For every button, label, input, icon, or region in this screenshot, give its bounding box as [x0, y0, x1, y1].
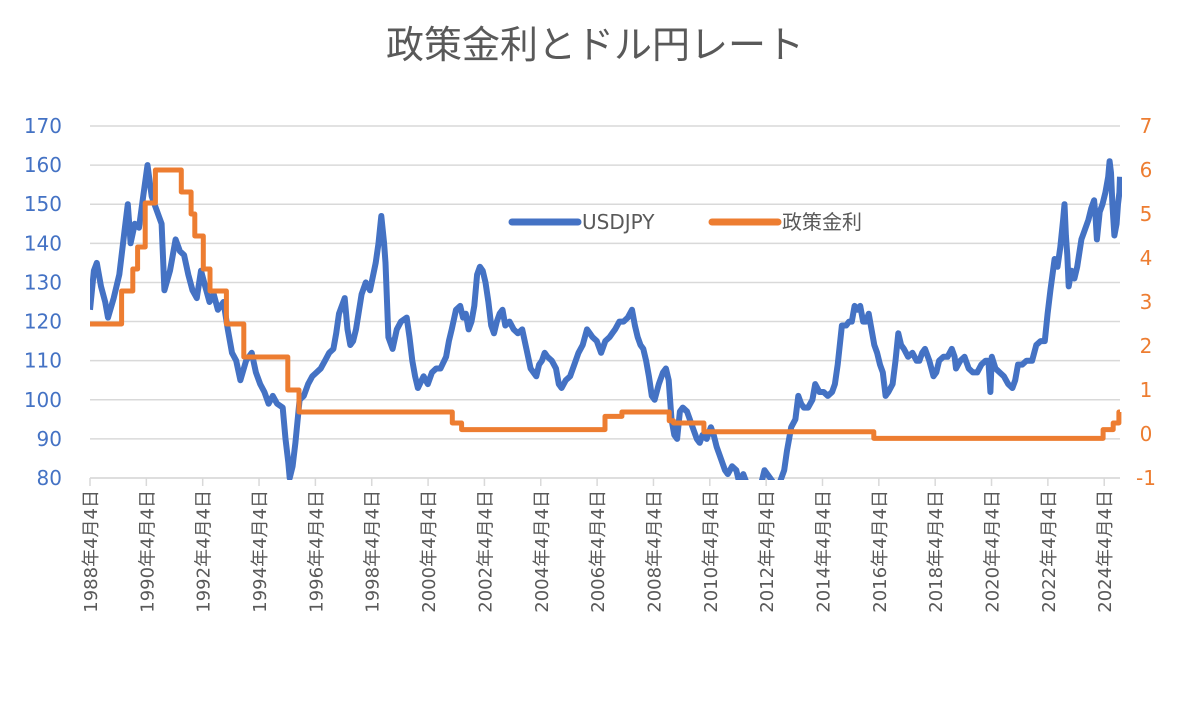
legend-label-usdjpy: USDJPY — [582, 210, 655, 234]
x-tick-label: 2020年4月4日 — [983, 490, 1004, 613]
x-axis: 1988年4月4日 1990年4月4日 1992年4月4日 1994年4月4日 1996… — [81, 477, 1120, 613]
x-tick-label: 2006年4月4日 — [588, 490, 609, 613]
y-axis-left: 80 90 100 110 120 130 140 150 160 170 — [24, 114, 62, 490]
x-tick-label: 1988年4月4日 — [81, 490, 102, 613]
x-tick-label: 2008年4月4日 — [644, 490, 665, 613]
y-right-tick-label: -1 — [1136, 466, 1156, 490]
chart-title: 政策金利とドル円レート — [386, 23, 804, 67]
x-tick-label: 2000年4月4日 — [419, 490, 440, 613]
y-left-tick-label: 130 — [24, 270, 62, 294]
y-right-tick-label: 0 — [1140, 422, 1153, 446]
y-right-tick-label: 3 — [1140, 290, 1153, 314]
y-right-tick-label: 2 — [1140, 334, 1153, 358]
y-left-tick-label: 110 — [24, 349, 62, 373]
y-left-tick-label: 170 — [24, 114, 62, 138]
y-left-tick-label: 120 — [24, 310, 62, 334]
x-tick-label: 1992年4月4日 — [194, 490, 215, 613]
y-right-tick-label: 5 — [1140, 202, 1153, 226]
y-right-tick-label: 6 — [1140, 158, 1153, 182]
y-right-tick-label: 4 — [1140, 246, 1153, 270]
gridlines — [90, 125, 1120, 479]
y-left-tick-label: 160 — [24, 153, 62, 177]
x-tick-label: 1994年4月4日 — [250, 490, 271, 613]
x-tick-label: 2024年4月4日 — [1095, 490, 1116, 613]
series-line-usdjpy — [90, 158, 1122, 480]
series-line-policy-rate — [90, 167, 1122, 441]
legend-label-policy-rate: 政策金利 — [782, 210, 862, 234]
x-tick-label: 2002年4月4日 — [475, 490, 496, 613]
x-tick-label: 2010年4月4日 — [701, 490, 722, 613]
x-tick-label: 1998年4月4日 — [363, 490, 384, 613]
y-axis-right: -1 0 1 2 3 4 5 6 7 — [1136, 114, 1156, 490]
y-right-tick-label: 7 — [1140, 114, 1153, 138]
x-tick-label: 1996年4月4日 — [306, 490, 327, 613]
x-tick-label: 2018年4月4日 — [926, 490, 947, 613]
legend: USDJPY 政策金利 — [508, 210, 862, 234]
x-tick-label: 2004年4月4日 — [532, 490, 553, 613]
x-tick-label: 2016年4月4日 — [870, 490, 891, 613]
x-tick-label: 1990年4月4日 — [137, 490, 158, 613]
y-right-tick-label: 1 — [1140, 378, 1153, 402]
y-left-tick-label: 80 — [37, 466, 62, 490]
y-left-tick-label: 140 — [24, 231, 62, 255]
x-tick-label: 2014年4月4日 — [813, 490, 834, 613]
y-left-tick-label: 150 — [24, 192, 62, 216]
y-left-tick-label: 100 — [24, 388, 62, 412]
y-left-tick-label: 90 — [37, 427, 62, 451]
plot-area — [90, 158, 1122, 480]
x-tick-label: 2012年4月4日 — [757, 490, 778, 613]
x-tick-label: 2022年4月4日 — [1039, 490, 1060, 613]
